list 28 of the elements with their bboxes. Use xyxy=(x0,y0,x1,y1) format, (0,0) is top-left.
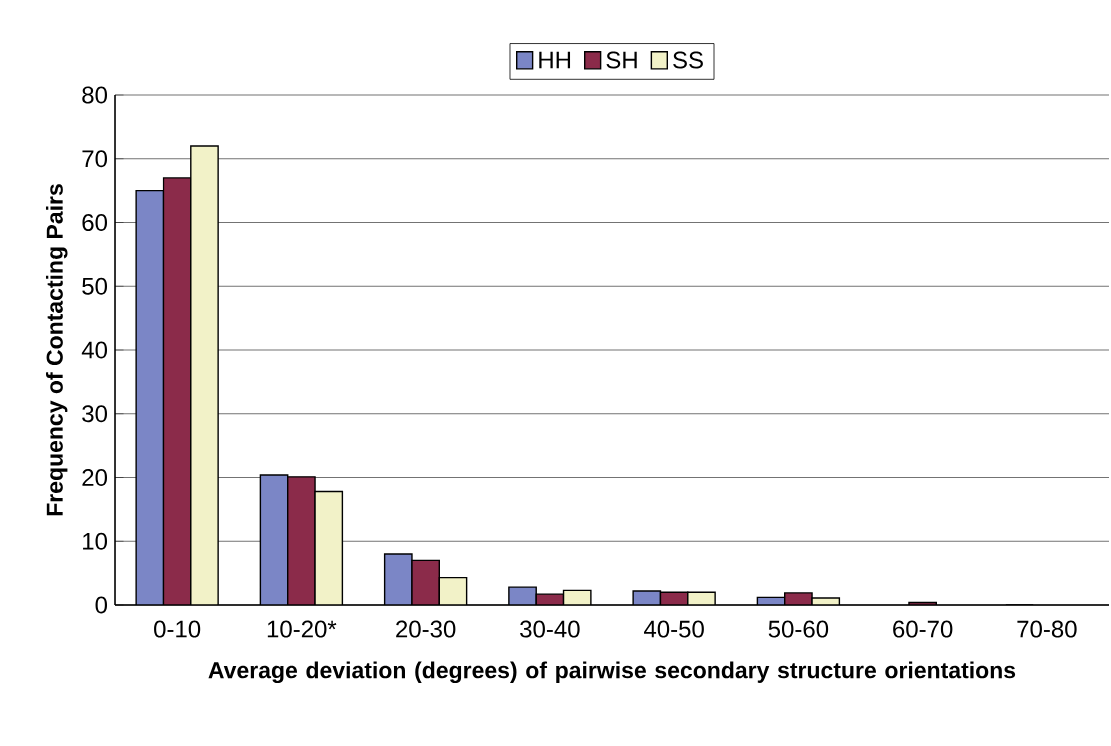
x-tick-label: 60-70 xyxy=(893,620,953,638)
x-tick-label: 30-40 xyxy=(520,620,580,638)
legend-label: SS xyxy=(673,51,703,69)
legend-label: SH xyxy=(606,51,637,69)
x-axis-title: Average deviation (degrees) of pairwise secondary structure orientations xyxy=(208,661,1016,683)
bar xyxy=(315,491,343,605)
x-tick-label: 0-10 xyxy=(154,620,201,638)
y-tick-label: 60 xyxy=(82,214,108,231)
x-tick-label: 10-20* xyxy=(267,620,337,638)
x-tick-label: 70-80 xyxy=(1017,620,1077,638)
x-tick-label: 40-50 xyxy=(644,620,704,638)
y-tick-label: 0 xyxy=(95,596,108,614)
y-tick-label: 70 xyxy=(82,150,108,168)
y-tick-label: 20 xyxy=(82,469,108,486)
y-tick-label: 40 xyxy=(81,341,108,359)
y-tick-label: 10 xyxy=(83,532,108,550)
y-axis-title: Frequency of Contacting Pairs xyxy=(45,184,68,516)
legend-label: HH xyxy=(539,51,571,69)
y-tick-label: 50 xyxy=(82,277,108,295)
bar xyxy=(260,474,288,605)
bar xyxy=(190,146,219,605)
x-tick-label: 50-60 xyxy=(768,620,829,638)
y-tick-label: 80 xyxy=(82,86,108,104)
bar xyxy=(439,577,467,605)
bar xyxy=(384,554,412,605)
y-tick-label: 30 xyxy=(82,405,108,423)
bar xyxy=(136,190,164,605)
x-tick-label: 20-30 xyxy=(396,620,456,638)
